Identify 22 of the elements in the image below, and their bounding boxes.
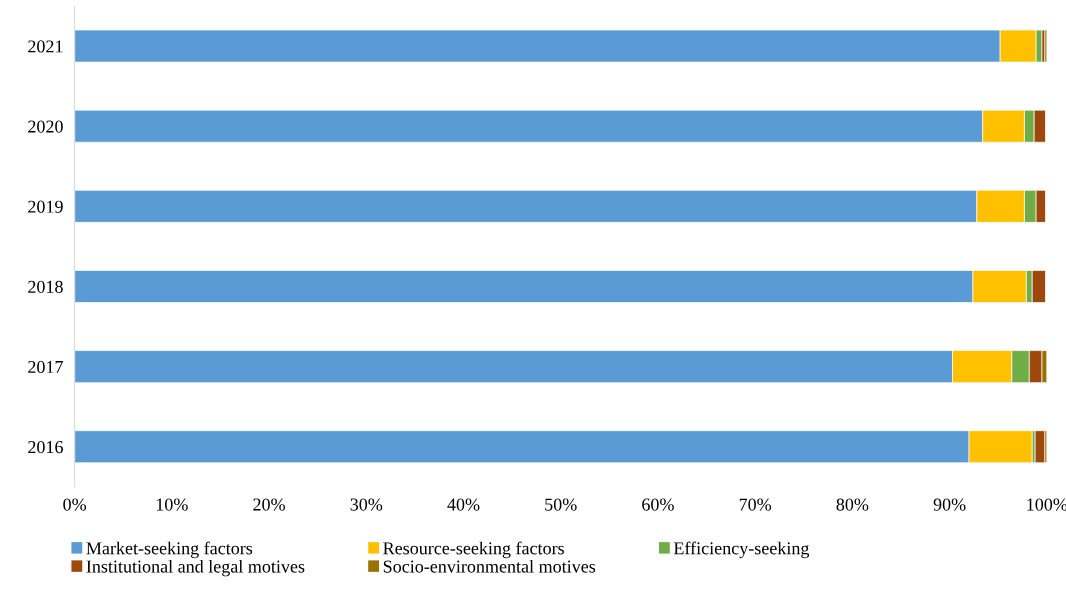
x-tick-label: 40% [447,498,480,511]
x-tick-label: 20% [253,498,285,511]
y-tick-label: 2017 [28,360,63,374]
y-tick-label: 2020 [28,120,63,133]
y-tick-label: 2016 [28,441,63,454]
bar [1034,430,1046,464]
y-tick-label: 2019 [28,200,63,213]
legend-label: Market-seeking factors [86,541,253,559]
x-tick-label: 80% [836,498,869,511]
y-tick-label: 2018 [28,280,63,293]
x-tick-label: 60% [642,498,674,511]
legend-label: Socio-environmental motives [383,559,596,573]
legend-label: Institutional and legal motives [86,559,305,577]
x-tick-label: 0% [63,498,87,511]
x-tick-label: 90% [933,498,966,511]
x-tick-label: 30% [350,498,383,511]
x-tick-label: 70% [739,498,772,511]
x-tick-label: 10% [156,498,188,511]
legend-label: Efficiency-seeking [673,541,810,559]
x-tick-label: 50% [545,498,577,511]
legend-label: Resource-seeking factors [383,541,564,559]
y-tick-label: 2021 [28,40,63,53]
